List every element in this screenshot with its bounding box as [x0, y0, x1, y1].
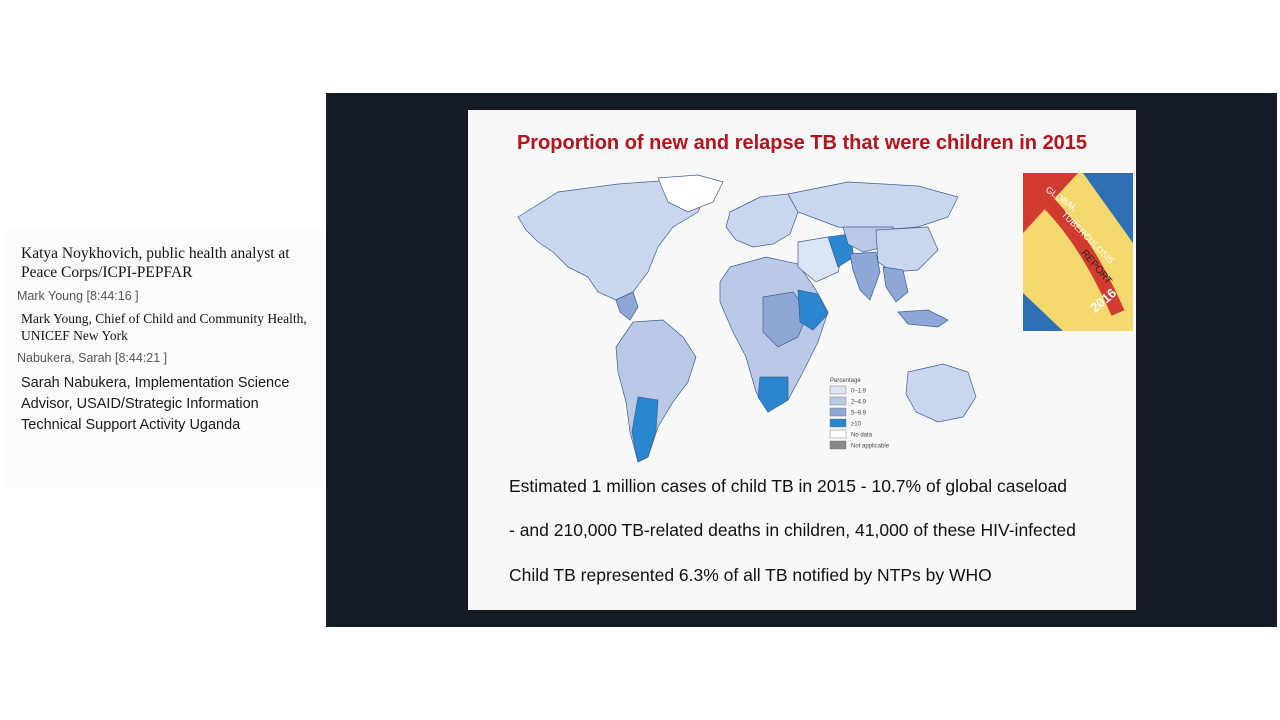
legend-label: ≥10 — [851, 422, 862, 428]
map-southern-africa — [757, 376, 789, 413]
map-russia — [787, 181, 959, 231]
legend-swatch — [829, 385, 847, 395]
chat-message-2: Mark Young, Chief of Child and Community… — [21, 311, 307, 343]
slide: Proportion of new and relapse TB that we… — [468, 110, 1136, 610]
legend-label: 5–9.9 — [851, 411, 867, 417]
map-india — [849, 251, 881, 301]
legend-label: 2–4.9 — [851, 400, 867, 406]
map-legend: Percentage 0–1.9 2–4.9 5–9.9 ≥10 No data Not … — [829, 378, 890, 450]
chat-meta-nabukera: Nabukera, Sarah [8:44:21 ] — [17, 351, 168, 365]
legend-swatch — [829, 396, 847, 406]
map-east-africa — [797, 289, 829, 331]
chat-message-3: Sarah Nabukera, Implementation Science A… — [21, 375, 290, 433]
global-tb-report-cover: GLOBAL TUBERCULOSIS REPORT 2016 — [1023, 173, 1133, 331]
map-southeast-asia — [882, 266, 909, 303]
world-map: Percentage 0–1.9 2–4.9 5–9.9 ≥10 No data Not … — [517, 174, 977, 463]
slide-stat-3: Child TB represented 6.3% of all TB noti… — [509, 565, 992, 585]
map-australia — [905, 363, 977, 423]
legend-label: 0–1.9 — [851, 389, 867, 395]
map-south-america — [615, 319, 697, 463]
legend-title: Percentage — [830, 378, 861, 384]
map-greenland — [657, 174, 724, 213]
slide-stat-2: - and 210,000 TB-related deaths in child… — [509, 520, 1076, 540]
chat-meta-mark-young: Mark Young [8:44:16 ] — [17, 289, 139, 303]
chat-panel: Katya Noykhovich, public health analyst … — [4, 230, 322, 488]
map-central-america — [615, 291, 639, 321]
map-europe — [725, 193, 799, 248]
legend-label: No data — [851, 433, 873, 439]
map-indonesia — [897, 309, 949, 328]
slide-stat-1: Estimated 1 million cases of child TB in… — [509, 476, 1068, 496]
slide-title: Proportion of new and relapse TB that we… — [516, 132, 1088, 154]
legend-swatch — [829, 407, 847, 417]
legend-swatch — [829, 440, 847, 450]
chat-message-1: Katya Noykhovich, public health analyst … — [21, 245, 290, 281]
legend-swatch — [829, 418, 847, 428]
legend-label: Not applicable — [851, 444, 890, 450]
map-china — [875, 226, 939, 273]
presentation-stage: Proportion of new and relapse TB that we… — [326, 93, 1277, 627]
map-central-africa — [762, 291, 809, 348]
map-argentina — [631, 396, 659, 463]
legend-swatch — [829, 429, 847, 439]
